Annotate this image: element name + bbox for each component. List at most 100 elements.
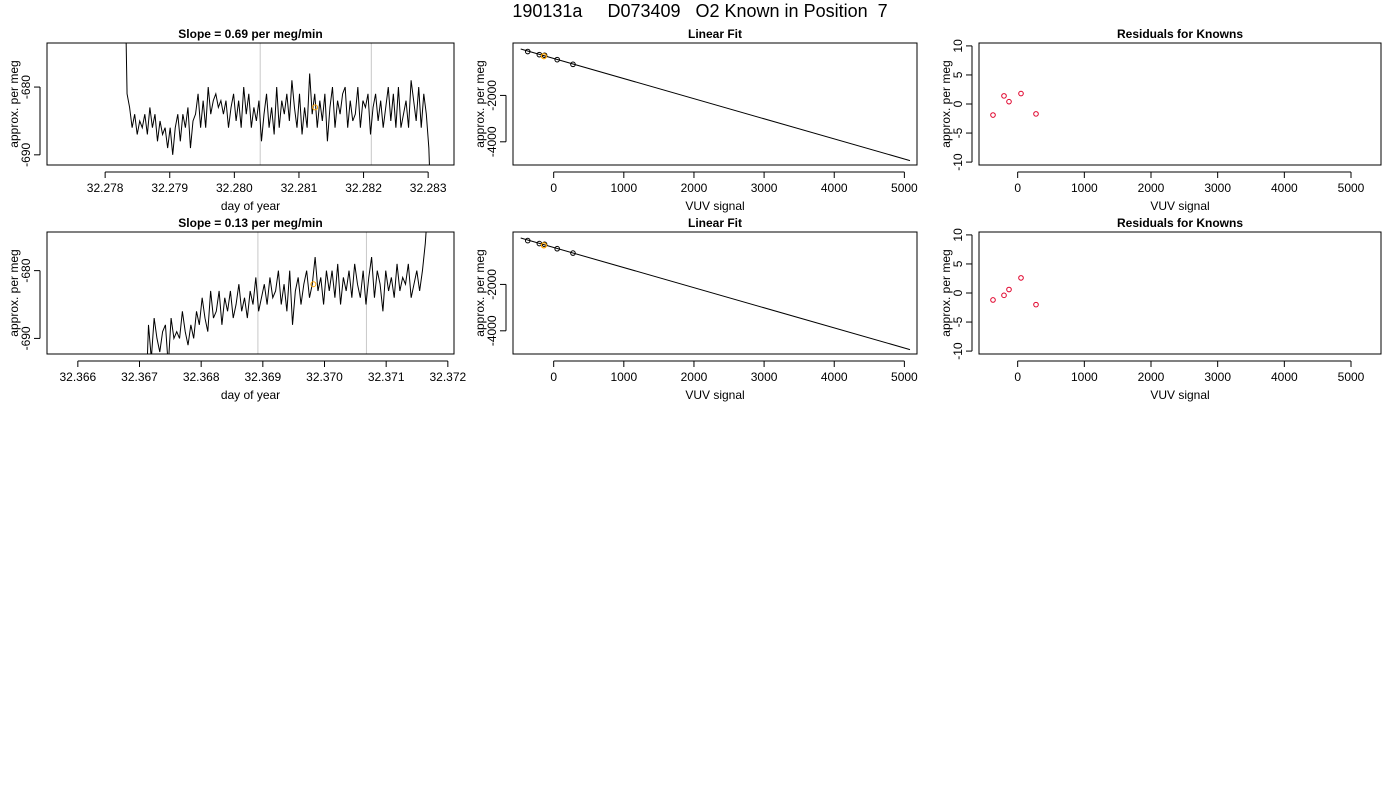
x-tick-label: 32.279 <box>151 181 188 195</box>
x-tick-label: 32.372 <box>429 370 466 384</box>
x-tick-label: 32.369 <box>244 370 281 384</box>
x-tick-label: 32.368 <box>183 370 220 384</box>
x-tick-label: 2000 <box>1138 181 1165 195</box>
residual-point <box>990 297 996 303</box>
x-axis-label: VUV signal <box>1150 388 1209 402</box>
residual-point <box>1018 275 1024 281</box>
x-tick-label: 2000 <box>681 370 708 384</box>
plot-frame <box>978 231 1382 355</box>
linear-fit-panel-1: Linear Fit 0 1000 2000 3000 4000 5000 VUV signa… <box>473 27 918 213</box>
plot-frame <box>46 42 455 166</box>
x-tick-label: 32.282 <box>345 181 382 195</box>
plot-area <box>125 43 430 165</box>
plot-area <box>520 48 911 162</box>
fit-line <box>520 48 911 162</box>
mean-point <box>312 104 319 111</box>
residuals-panel-1: Residuals for Knowns 0 1000 2000 3000 4000 500… <box>939 27 1382 213</box>
fit-line <box>520 237 911 351</box>
y-tick-label: 5 <box>951 71 965 78</box>
known-point <box>554 56 560 63</box>
plot-frame <box>512 231 918 355</box>
plot-frame <box>978 42 1382 166</box>
y-axis-label: approx. per meg <box>7 60 21 147</box>
chart-title: Residuals for Knowns <box>1117 216 1243 230</box>
x-axis-label: day of year <box>221 199 280 213</box>
residual-point <box>1033 111 1039 117</box>
y-axis-label: approx. per meg <box>473 249 487 336</box>
plot-area <box>990 275 1039 308</box>
residual-point <box>1006 98 1012 105</box>
x-tick-label: 1000 <box>610 181 637 195</box>
residual-point <box>1001 93 1007 99</box>
y-tick-label: -4000 <box>485 126 499 157</box>
x-tick-label: 0 <box>1014 181 1021 195</box>
page-title: 190131a D073409 O2 Known in Position 7 <box>512 1 888 21</box>
x-axis-label: VUV signal <box>1150 199 1209 213</box>
time-series-panel-1: Slope = 0.69 per meg/min 32.278 32.279 32.2… <box>7 27 455 213</box>
y-tick-label: 10 <box>951 228 965 242</box>
plot-frame <box>512 42 918 166</box>
plot-area <box>146 232 427 354</box>
sample-point <box>540 53 547 60</box>
y-tick-label: -4000 <box>485 315 499 346</box>
x-tick-label: 4000 <box>1271 370 1298 384</box>
x-tick-label: 3000 <box>1204 370 1231 384</box>
x-tick-label: 5000 <box>1338 370 1365 384</box>
x-tick-label: 4000 <box>821 370 848 384</box>
y-tick-label: 10 <box>951 39 965 53</box>
y-tick-label: -10 <box>951 153 965 171</box>
known-point <box>554 245 560 252</box>
plot-area <box>990 90 1039 118</box>
x-tick-label: 32.370 <box>306 370 343 384</box>
x-tick-label: 4000 <box>821 181 848 195</box>
x-axis-label: VUV signal <box>685 388 744 402</box>
chart-title: Residuals for Knowns <box>1117 27 1243 41</box>
y-tick-label: -680 <box>19 75 33 99</box>
plot-area <box>520 237 911 351</box>
y-tick-label: -10 <box>951 342 965 360</box>
x-tick-label: 32.278 <box>87 181 124 195</box>
x-tick-label: 4000 <box>1271 181 1298 195</box>
x-tick-label: 3000 <box>751 181 778 195</box>
y-axis-label: approx. per meg <box>939 60 953 147</box>
mean-point <box>310 281 317 288</box>
x-tick-label: 2000 <box>681 181 708 195</box>
x-tick-label: 1000 <box>1071 370 1098 384</box>
chart-title: Slope = 0.69 per meg/min <box>178 27 322 41</box>
residual-point <box>1033 301 1039 308</box>
x-tick-label: 3000 <box>751 370 778 384</box>
known-point <box>524 237 531 244</box>
x-tick-label: 3000 <box>1204 181 1231 195</box>
y-axis-label: approx. per meg <box>7 249 21 336</box>
x-tick-label: 1000 <box>1071 181 1098 195</box>
residuals-panel-2: Residuals for Knowns 0 1000 2000 3000 4000 500… <box>939 216 1382 402</box>
residual-point <box>1018 90 1024 97</box>
x-tick-label: 5000 <box>891 181 918 195</box>
y-tick-label: 0 <box>951 289 965 296</box>
residual-point <box>1006 286 1012 293</box>
known-point <box>524 48 531 55</box>
series-line <box>146 232 427 354</box>
residual-point <box>1001 292 1007 299</box>
known-point <box>570 250 576 256</box>
chart-title: Linear Fit <box>688 27 742 41</box>
x-tick-label: 5000 <box>1338 181 1365 195</box>
x-tick-label: 32.281 <box>281 181 318 195</box>
y-tick-label: -2000 <box>485 80 499 111</box>
known-point <box>541 52 548 59</box>
y-tick-label: 0 <box>951 100 965 107</box>
known-point <box>570 61 576 68</box>
y-tick-label: -5 <box>951 127 965 138</box>
x-tick-label: 2000 <box>1138 370 1165 384</box>
x-tick-label: 0 <box>550 181 557 195</box>
x-tick-label: 32.283 <box>410 181 447 195</box>
sample-point <box>540 242 547 249</box>
x-axis-label: VUV signal <box>685 199 744 213</box>
y-tick-label: -2000 <box>485 269 499 300</box>
x-tick-label: 0 <box>550 370 557 384</box>
x-tick-label: 5000 <box>891 370 918 384</box>
known-point <box>541 241 548 248</box>
chart-title: Linear Fit <box>688 216 742 230</box>
residual-point <box>990 112 996 118</box>
x-axis-label: day of year <box>221 388 280 402</box>
